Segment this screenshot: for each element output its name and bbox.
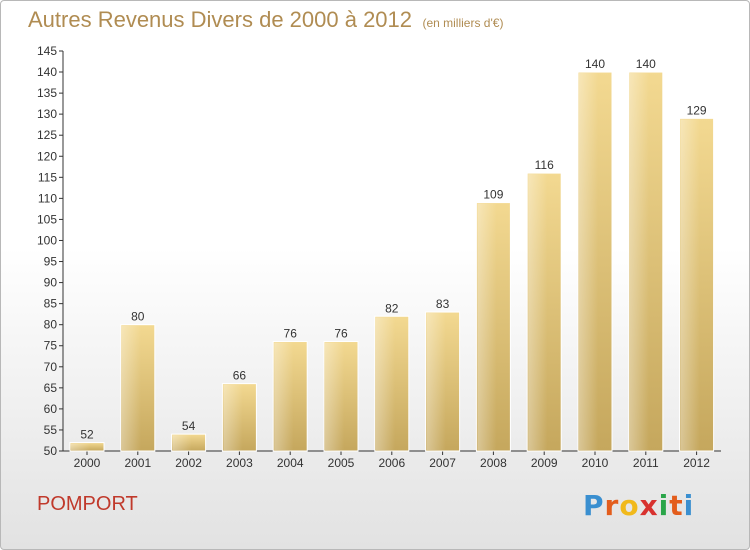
x-tick-label: 2007 [429,456,456,470]
data-label: 66 [233,369,247,383]
x-tick-label: 2000 [74,456,101,470]
data-label: 82 [385,301,399,315]
bar-highlight [375,317,408,450]
bar-highlight [71,443,103,450]
bar-highlight [680,119,713,451]
bar-highlight [477,203,510,450]
y-tick-label: 95 [44,255,58,269]
data-label: 140 [636,57,656,71]
y-tick-label: 105 [37,212,57,226]
data-label: 83 [436,297,450,311]
data-label: 116 [535,158,554,172]
y-tick-label: 75 [44,339,58,353]
y-tick-label: 60 [44,402,58,416]
data-label: 129 [687,103,707,117]
brand-letter: r [604,489,620,522]
brand-letter: t [669,489,684,522]
labels: 50 55 60 65 70 75 80 85 90 95 100 105 110 115 120 125 13… [37,44,710,470]
y-tick-label: 85 [44,297,58,311]
y-tick-label: 145 [37,44,57,58]
x-tick-label: 2012 [683,456,710,470]
x-tick-label: 2011 [633,456,659,470]
bar-highlight [274,342,307,450]
bar-highlight [579,73,611,450]
town-name: POMPORT [37,493,138,515]
x-tick-label: 2009 [531,456,558,470]
y-tick-label: 125 [37,128,57,142]
y-tick-label: 130 [37,107,57,121]
x-tick-label: 2002 [175,456,202,470]
y-tick-label: 115 [38,170,57,184]
y-tick-label: 70 [44,360,58,374]
y-tick-label: 50 [44,444,58,458]
bars [69,71,715,452]
brand-letter: x [639,489,659,522]
x-tick-label: 2003 [226,456,253,470]
y-tick-label: 65 [44,381,58,395]
data-label: 80 [131,310,145,324]
y-tick-label: 55 [44,423,58,437]
brand-letter: i [683,489,695,522]
x-tick-label: 2006 [378,456,405,470]
y-tick-label: 120 [37,149,57,163]
data-label: 76 [334,327,348,341]
chart-title: Autres Revenus Divers de 2000 à 2012 [28,7,413,32]
y-tick-label: 80 [44,318,58,332]
x-tick-label: 2008 [480,456,507,470]
data-label: 140 [585,57,605,71]
brand-letter: P [583,489,605,522]
bar-highlight [121,325,154,450]
bar-highlight [426,313,459,450]
brand-letter: o [619,489,640,522]
bar-highlight [528,174,561,450]
y-tick-label: 100 [37,233,57,247]
x-tick-label: 2004 [277,456,304,470]
bar-highlight [629,73,662,450]
data-label: 109 [483,188,503,202]
y-tick-label: 135 [37,86,57,100]
brand-logo: Proxiti [583,489,694,522]
y-tick-label: 110 [38,191,57,205]
data-label: 52 [80,428,94,442]
bar-highlight [172,435,205,450]
title-line: Autres Revenus Divers de 2000 à 2012 (en… [28,7,503,33]
x-tick-label: 2010 [582,456,609,470]
data-label: 54 [182,419,196,433]
brand-letter: i [658,489,670,522]
y-tick-label: 140 [37,65,57,79]
chart-subtitle: (en milliers d'€) [422,16,504,30]
bar-highlight [325,342,357,450]
bar-highlight [223,384,256,450]
x-tick-label: 2005 [328,456,355,470]
data-label: 76 [284,327,298,341]
y-tick-label: 90 [44,276,58,290]
x-tick-label: 2001 [124,456,151,470]
